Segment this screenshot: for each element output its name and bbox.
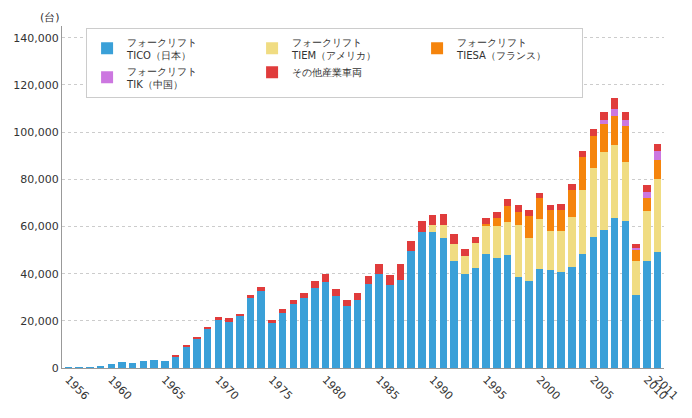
svg-text:120,000: 120,000 (13, 79, 59, 92)
svg-text:その他産業車両: その他産業車両 (292, 67, 362, 78)
svg-text:1960: 1960 (105, 374, 134, 403)
svg-text:フォークリフトTIESA（フランス）: フォークリフトTIESA（フランス） (456, 37, 546, 61)
svg-text:2005: 2005 (587, 374, 616, 403)
svg-text:2011: 2011 (652, 374, 681, 403)
svg-text:1985: 1985 (373, 374, 402, 403)
svg-text:60,000: 60,000 (20, 220, 59, 233)
svg-text:100,000: 100,000 (13, 126, 59, 139)
svg-text:1956: 1956 (62, 374, 91, 403)
svg-text:2010: 2010 (641, 374, 670, 403)
svg-text:1995: 1995 (480, 374, 509, 403)
svg-text:1975: 1975 (266, 374, 295, 403)
svg-text:フォークリフトTIK（中国）: フォークリフトTIK（中国） (126, 66, 197, 90)
svg-text:40,000: 40,000 (20, 268, 59, 281)
svg-text:1990: 1990 (427, 374, 456, 403)
svg-text:0: 0 (52, 362, 59, 375)
svg-text:フォークリフトTIEM（アメリカ）: フォークリフトTIEM（アメリカ） (291, 37, 376, 61)
svg-text:140,000: 140,000 (13, 32, 59, 45)
svg-text:2000: 2000 (534, 374, 563, 403)
svg-text:80,000: 80,000 (20, 173, 59, 186)
svg-text:1970: 1970 (212, 374, 241, 403)
svg-text:フォークリフトTICO（日本）: フォークリフトTICO（日本） (126, 37, 197, 61)
svg-text:1980: 1980 (319, 374, 348, 403)
svg-text:1965: 1965 (159, 374, 188, 403)
svg-text:20,000: 20,000 (20, 315, 59, 328)
svg-text:(台): (台) (40, 11, 60, 24)
